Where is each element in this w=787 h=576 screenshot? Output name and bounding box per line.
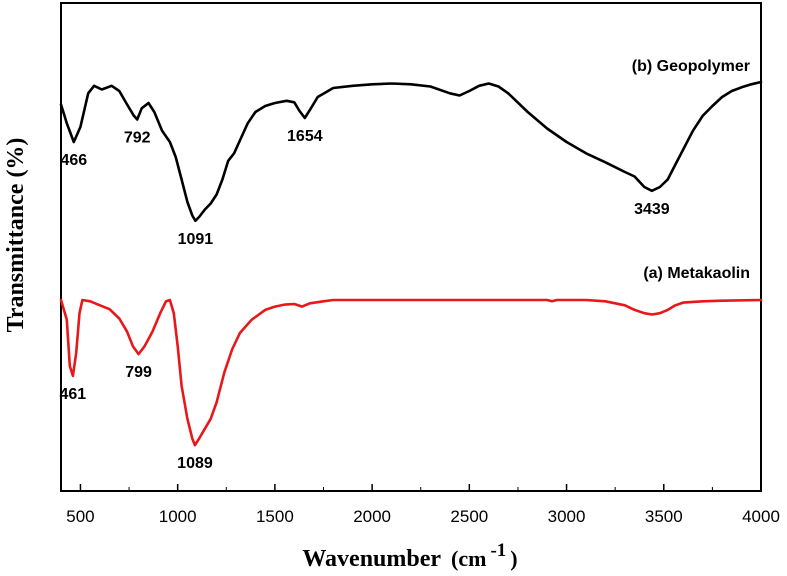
peak-label-466: 466 (60, 152, 87, 169)
peak-label-3439: 3439 (634, 201, 670, 218)
series-lines (59, 80, 763, 447)
x-axis-title: Wavenumber (cm -1 ) (302, 540, 517, 572)
peak-label-799: 799 (125, 364, 152, 381)
x-tick-label-3000: 3000 (548, 507, 586, 526)
x-tick-label-2500: 2500 (450, 507, 488, 526)
peak-label-792: 792 (124, 130, 151, 147)
x-tick-label-2000: 2000 (353, 507, 391, 526)
peak-labels: 466 792 1091 1654 3439 461 799 1089 (60, 128, 670, 472)
series-line-geopolymer (59, 80, 763, 223)
x-axis-unit-close: ) (510, 546, 517, 571)
x-tick-label-1500: 1500 (256, 507, 294, 526)
x-tick-label-4000: 4000 (742, 507, 780, 526)
x-axis-ticks: 500 1000 1500 2000 2500 3000 3500 4000 (66, 484, 780, 526)
x-tick-label-500: 500 (66, 507, 94, 526)
peak-label-1654: 1654 (287, 128, 323, 145)
x-axis-unit-exponent: -1 (490, 540, 506, 561)
x-tick-label-1000: 1000 (159, 507, 197, 526)
plot-frame (60, 2, 762, 492)
series-label-geopolymer: (b) Geopolymer (632, 58, 750, 75)
x-axis-title-main: Wavenumber (302, 546, 441, 572)
series-line-metakaolin (59, 298, 763, 447)
peak-label-461: 461 (60, 386, 87, 403)
peak-label-1089: 1089 (177, 455, 213, 472)
peak-label-1091: 1091 (178, 231, 214, 248)
y-axis-title: Transmittance (%) (3, 138, 29, 333)
series-label-metakaolin: (a) Metakaolin (643, 265, 750, 282)
series-labels: (b) Geopolymer (a) Metakaolin (632, 58, 750, 282)
x-axis-unit-base: (cm (451, 546, 486, 571)
x-tick-label-3500: 3500 (645, 507, 683, 526)
